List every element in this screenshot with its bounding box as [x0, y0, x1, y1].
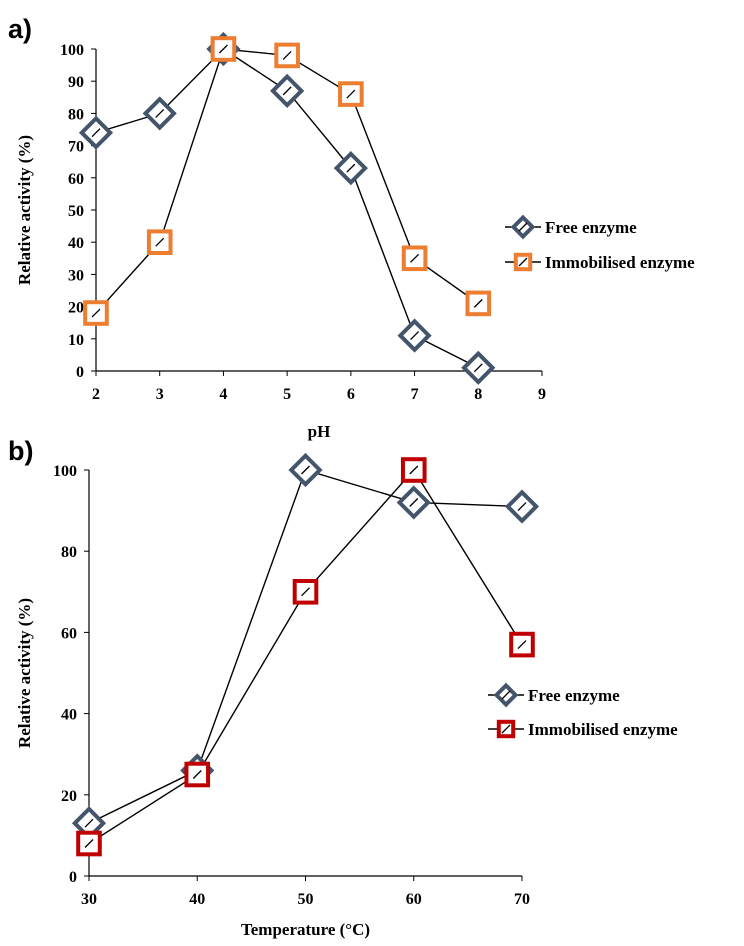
data-point-immobilised-tick — [410, 253, 420, 263]
y-tick-label: 80 — [68, 106, 84, 123]
legend-label: Immobilised enzyme — [545, 253, 695, 272]
y-tick-label: 40 — [61, 707, 77, 724]
y-axis-title: Relative activity (%) — [15, 598, 34, 748]
x-tick-label: 40 — [189, 891, 205, 908]
x-tick-label: 9 — [538, 386, 546, 403]
data-point-immobilised-tick — [192, 770, 202, 779]
data-point-free-tick — [301, 465, 310, 475]
data-point-free-tick — [155, 108, 165, 118]
x-tick-label: 30 — [81, 891, 97, 908]
legend-entry-free: Free enzyme — [488, 682, 620, 708]
data-point-immobilised-tick — [282, 50, 292, 60]
x-tick-label: 60 — [406, 891, 422, 908]
y-tick-label: 10 — [68, 332, 84, 349]
data-point-free-tick — [409, 498, 419, 507]
x-tick-label: 50 — [298, 891, 314, 908]
data-point-free-tick — [84, 818, 94, 828]
data-point-immobilised-tick — [301, 587, 310, 597]
y-tick-label: 90 — [68, 74, 84, 91]
y-tick-label: 0 — [69, 869, 77, 886]
y-tick-label: 60 — [68, 171, 84, 188]
chart-panel-temperature: b) 0 20 40 60 80 100 30 40 50 60 70 Temperature (°C)… — [8, 436, 678, 939]
legend-label: Free enzyme — [528, 686, 620, 705]
x-tick-label: 8 — [474, 386, 482, 403]
legend-marker-tick — [501, 724, 511, 734]
x-tick-label: 6 — [347, 386, 355, 403]
x-tick-label: 70 — [514, 891, 530, 908]
y-tick-label: 50 — [68, 203, 84, 220]
series-line-free — [88, 469, 523, 824]
y-axis-title: Relative activity (%) — [15, 135, 34, 285]
y-tick-label: 100 — [53, 463, 77, 480]
y-tick-label: 20 — [68, 300, 84, 317]
legend-entry-immobilised: Immobilised enzyme — [505, 252, 695, 272]
data-point-immobilised-tick — [409, 465, 419, 475]
legend-label: Immobilised enzyme — [528, 720, 678, 739]
x-tick-label: 4 — [219, 386, 227, 403]
legend-marker-tick — [518, 257, 528, 267]
panel-label: a) — [8, 14, 32, 44]
x-tick-label: 3 — [156, 386, 164, 403]
data-point-free-tick — [346, 163, 356, 173]
data-point-free-tick — [473, 363, 483, 373]
data-point-free-tick — [517, 502, 527, 511]
series-line-immobilised — [88, 468, 523, 845]
data-point-immobilised-tick — [346, 89, 356, 99]
data-point-immobilised-tick — [91, 308, 101, 318]
y-tick-label: 30 — [68, 267, 84, 284]
legend-entry-immobilised: Immobilised enzyme — [488, 719, 678, 739]
data-point-free-tick — [91, 128, 101, 138]
y-tick-label: 80 — [61, 544, 77, 561]
legend-marker-tick — [501, 690, 511, 700]
chart-panel-ph: a) 0 10 20 30 40 50 60 70 80 90 100 2 3 4 5 6 7 8 9 pH Relati… — [8, 14, 695, 441]
x-axis-title: Temperature (°C) — [241, 920, 370, 939]
panel-label: b) — [8, 436, 33, 466]
x-axis-title: pH — [308, 422, 331, 441]
x-tick-label: 2 — [92, 386, 100, 403]
data-point-free-tick — [282, 86, 292, 96]
data-point-immobilised-tick — [155, 237, 165, 247]
data-point-immobilised-tick — [218, 44, 228, 54]
data-point-immobilised-tick — [517, 640, 527, 650]
y-tick-label: 20 — [61, 788, 77, 805]
legend-label: Free enzyme — [545, 218, 637, 237]
y-tick-label: 60 — [61, 625, 77, 642]
x-tick-label: 7 — [411, 386, 419, 403]
legend-marker-tick — [518, 222, 528, 232]
data-point-immobilised-tick — [84, 839, 94, 848]
data-point-free-tick — [410, 331, 420, 341]
x-tick-label: 5 — [283, 386, 291, 403]
legend-entry-free: Free enzyme — [505, 214, 637, 240]
y-tick-label: 70 — [68, 139, 84, 156]
y-tick-label: 40 — [68, 235, 84, 252]
data-point-immobilised-tick — [473, 298, 483, 308]
y-tick-label: 100 — [60, 42, 84, 59]
y-tick-label: 0 — [76, 364, 84, 381]
